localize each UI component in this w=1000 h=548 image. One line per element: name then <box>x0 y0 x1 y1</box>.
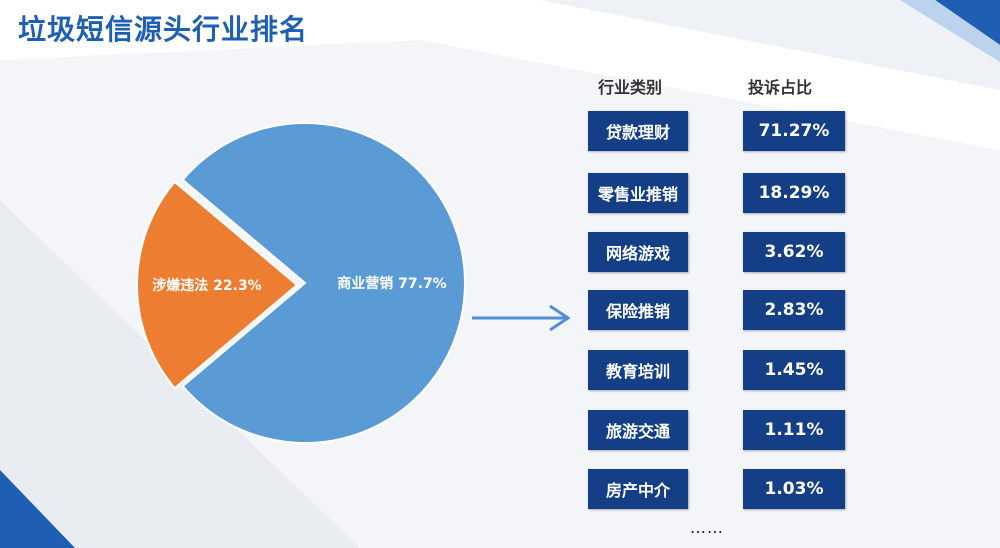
table-cell-category: 贷款理财 <box>588 111 688 151</box>
column-header-category: 行业类别 <box>598 78 663 97</box>
table-cell-share: 1.03% <box>743 469 845 509</box>
table-cell-category: 房产中介 <box>588 469 688 509</box>
pie-slice-illegal <box>136 180 299 390</box>
pie-label-illegal: 涉嫌违法 22.3% <box>152 277 261 294</box>
pie-slice-commercial <box>181 122 466 444</box>
table-cell-share: 1.11% <box>743 410 845 450</box>
table-cell-category: 网络游戏 <box>588 232 688 272</box>
table-cell-share: 1.45% <box>743 350 845 390</box>
table-cell-category: 保险推销 <box>588 290 688 330</box>
table-cell-category: 旅游交通 <box>588 410 688 450</box>
corner-accent-bottom <box>0 470 75 548</box>
table-cell-share: 2.83% <box>743 290 845 330</box>
column-header-share: 投诉占比 <box>748 78 813 97</box>
pie-label-commercial: 商业营销 77.7% <box>337 275 446 292</box>
page-title: 垃圾短信源头行业排名 <box>18 13 309 46</box>
table-cell-share: 3.62% <box>743 232 845 272</box>
arrow-right-icon <box>472 304 571 332</box>
table-cell-share: 18.29% <box>743 173 845 213</box>
table-cell-category: 零售业推销 <box>588 173 688 213</box>
more-indicator: …… <box>690 518 724 537</box>
table-cell-share: 71.27% <box>743 111 845 151</box>
table-cell-category: 教育培训 <box>588 350 688 390</box>
